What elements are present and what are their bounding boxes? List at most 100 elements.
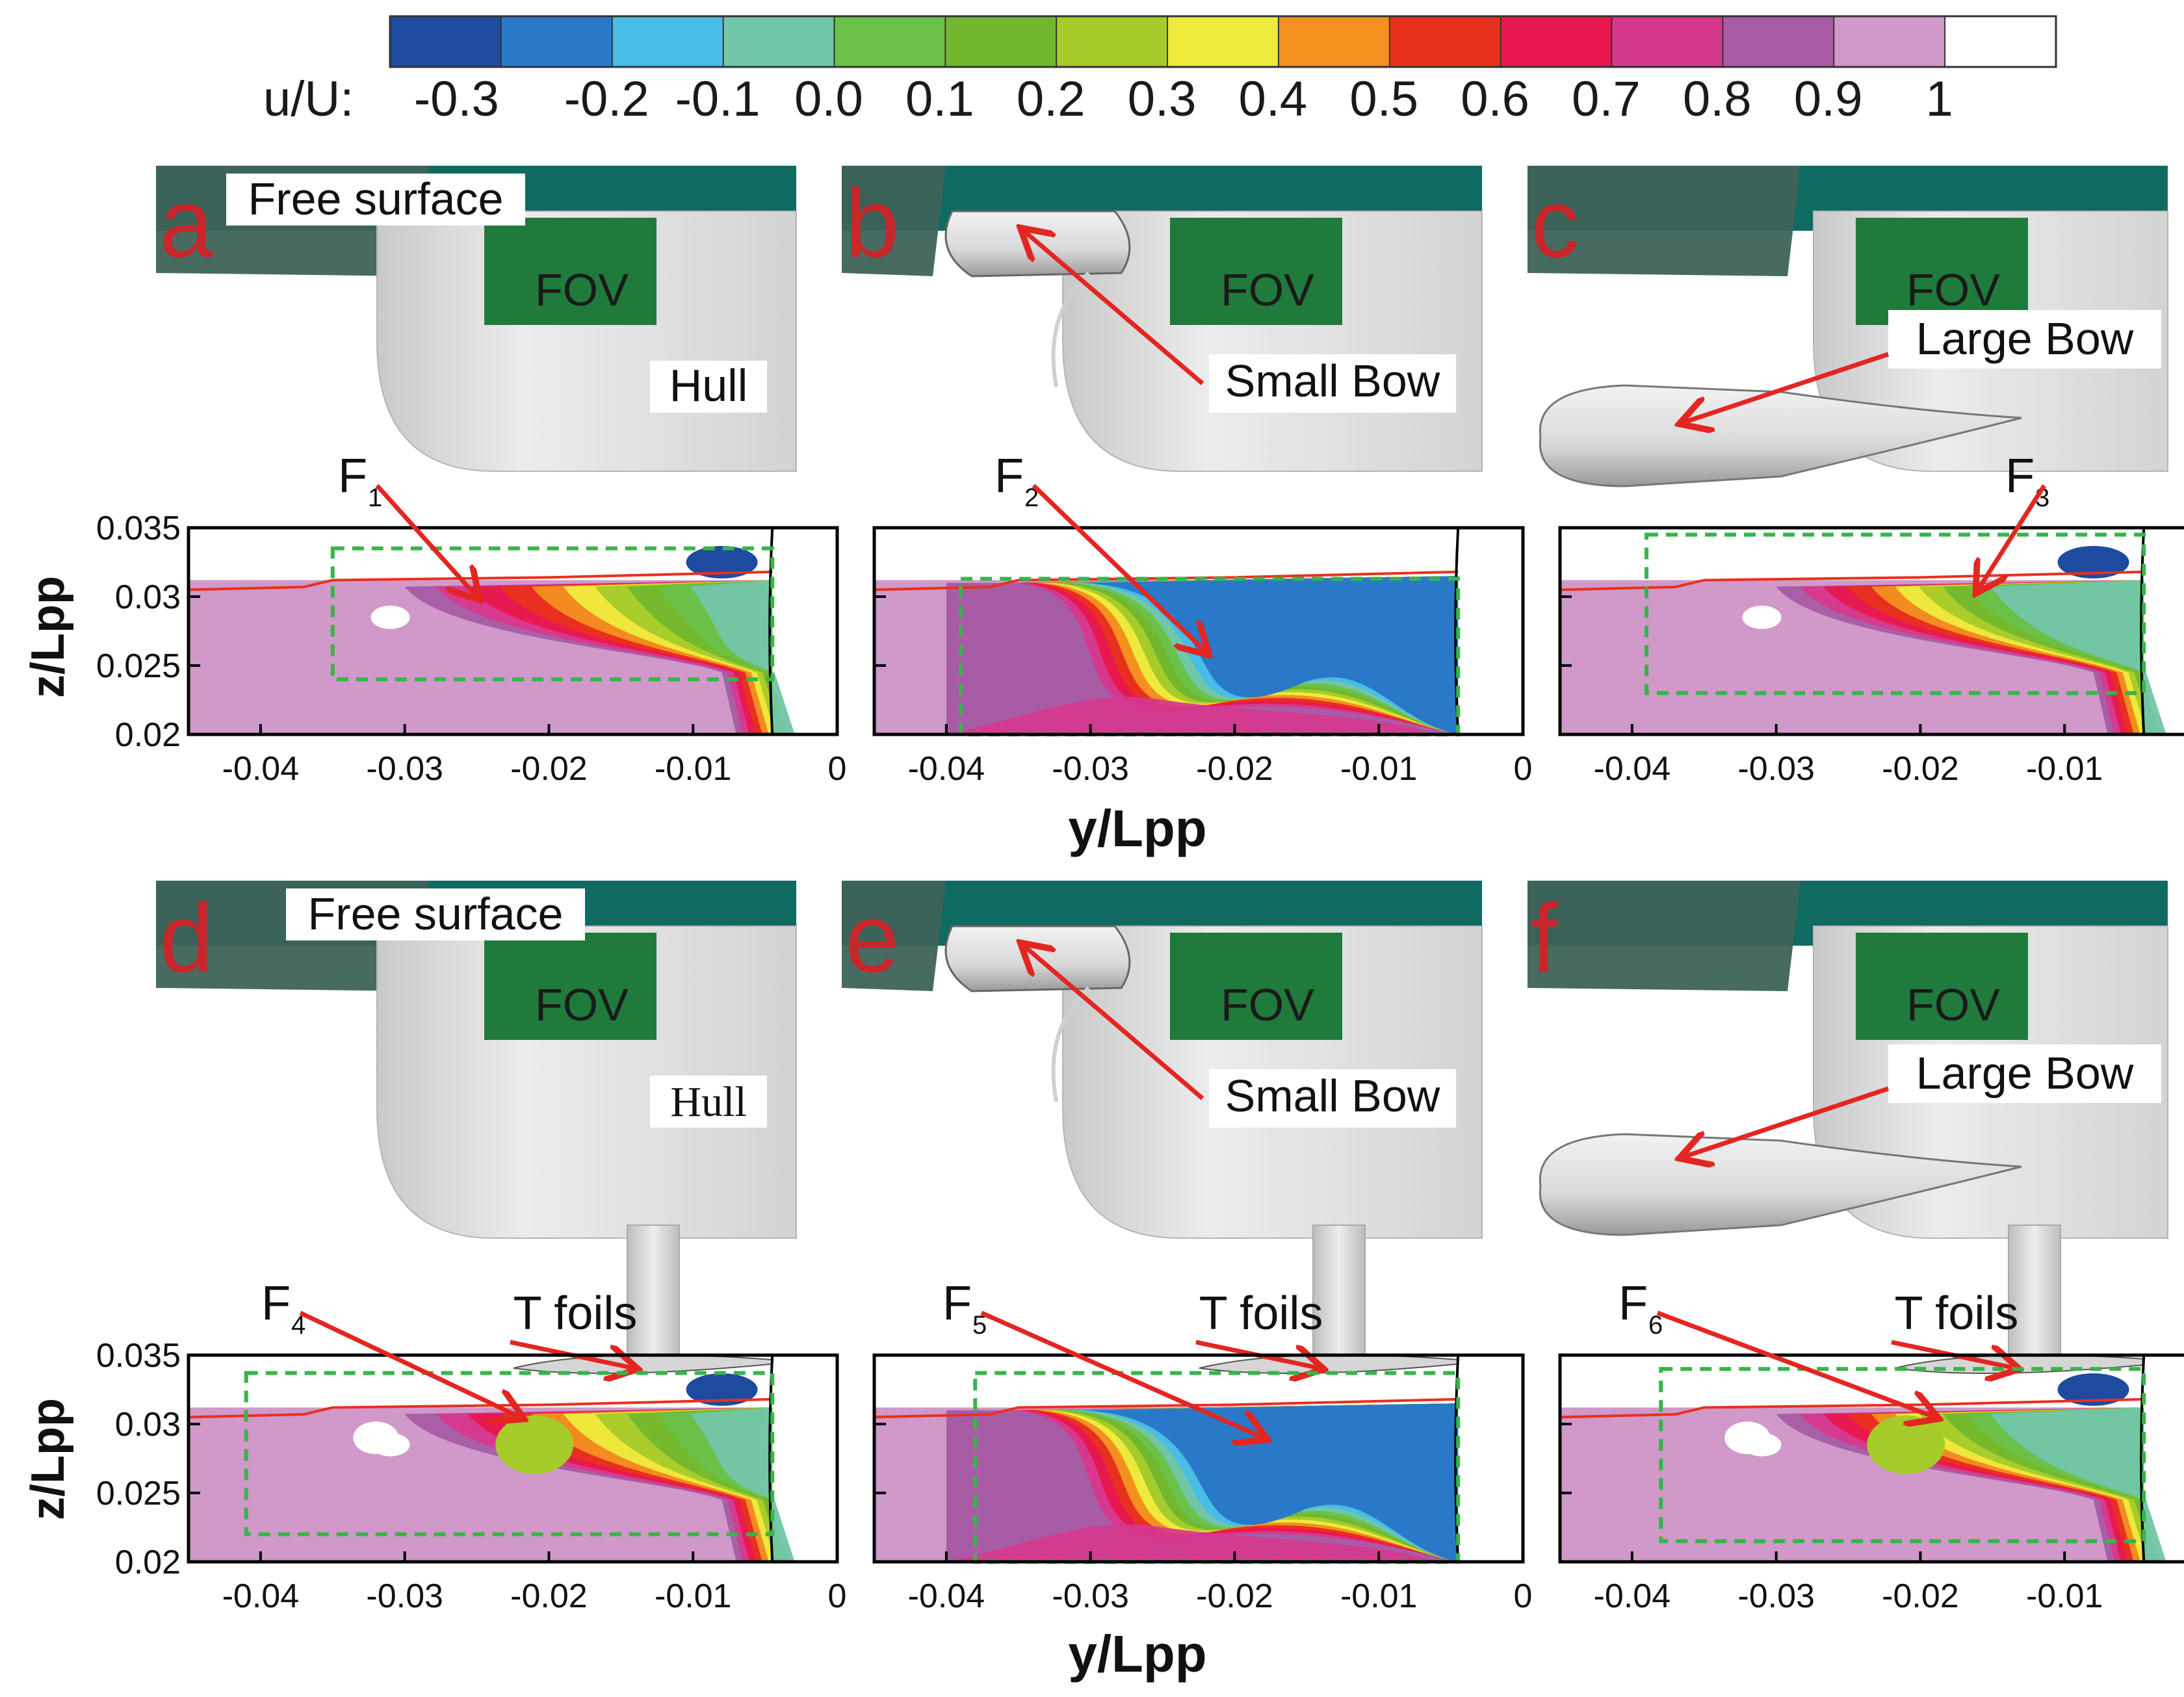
colorbar-swatch: [1056, 16, 1168, 67]
colorbar-tick-label: 0.5: [1349, 71, 1418, 127]
x-tick-label: 0: [1514, 750, 1533, 788]
contour-plot: -0.04 -0.03 -0.02 -0.01 0 0.035 0.03 0.025 0.02: [96, 510, 847, 788]
t-foils-label: T foils: [1895, 1288, 2019, 1340]
colorbar-swatch: [1611, 16, 1723, 67]
plot-frame: [872, 526, 1525, 736]
dashed-region-box: [973, 1371, 1461, 1564]
x-tick-label: -0.02: [1196, 750, 1273, 788]
free-surface-shadow: [1528, 166, 1800, 276]
plot-frame: [1558, 526, 2184, 736]
fov-window: [484, 218, 656, 325]
panel-letter: a: [159, 168, 214, 278]
small-bow-label: Small Bow: [1225, 356, 1440, 406]
dashed-region-box: [1644, 532, 2146, 695]
free-surface-line: [188, 570, 773, 591]
colorbar-tick-label: 0.4: [1239, 71, 1308, 127]
feature-label: F: [261, 1276, 291, 1330]
fov-window: [1856, 933, 2028, 1040]
x-tick-label: 0: [1514, 1577, 1533, 1615]
x-tick-label: -0.01: [2026, 750, 2103, 788]
colorbar-swatch: [1167, 16, 1279, 67]
hull-region: [1458, 528, 1523, 734]
large-bow-arrow: [1684, 352, 1890, 422]
bow-fairing: [1051, 986, 1091, 1102]
large-bow-arrow: [1684, 1086, 1890, 1157]
free-surface-label: Free surface: [248, 174, 504, 224]
colorbar-tick-label: 0.6: [1461, 71, 1529, 127]
y-tick-label: 0.02: [115, 1544, 181, 1581]
foil-strut: [2008, 1224, 2061, 1356]
y-axis-label-top: z/Lpp: [22, 576, 74, 698]
y-tick-label: 0.03: [115, 1406, 181, 1444]
x-tick-label: -0.03: [366, 1577, 443, 1615]
t-foils-label: T foils: [514, 1288, 638, 1340]
x-tick-label: 0: [828, 1577, 847, 1615]
feature-label: F: [994, 448, 1024, 502]
free-surface-line: [874, 1397, 1459, 1419]
x-tick-label: -0.02: [510, 1577, 588, 1615]
colorbar-swatch: [723, 16, 835, 67]
large-bow-shape: [1539, 1133, 2022, 1236]
free-surface-label-bg: [286, 888, 585, 940]
low-velocity-core: [686, 546, 758, 578]
foil-wake-patch: [495, 1415, 574, 1474]
contour-plot: -0.04-0.03-0.02-0.010: [1558, 526, 2184, 788]
colorbar-tick-label: -0.3: [414, 71, 499, 127]
panel-letter: b: [845, 168, 899, 278]
hull-shape: [376, 926, 797, 1239]
contour-level: [1990, 1407, 2166, 1562]
colorbar-swatch: [1945, 16, 2057, 67]
colorbar-tick-label: 0.7: [1572, 71, 1641, 127]
x-tick-label: -0.04: [1594, 1577, 1671, 1615]
colorbar-tick-label: 0.8: [1683, 71, 1752, 127]
hull-wall: [768, 528, 774, 734]
x-tick-label: -0.04: [1594, 750, 1671, 788]
x-tick-label: -0.04: [908, 750, 985, 788]
gap-patch: [370, 1432, 410, 1457]
velocity-field: [1560, 1355, 2184, 1562]
x-tick-label: -0.03: [1052, 750, 1129, 788]
large-bow-shape: [1539, 384, 2022, 487]
panel-letter: d: [159, 883, 213, 992]
panel-f: FOV T foils Large Bow f -0.04 -0.03 -0.02 -0.01…: [1528, 881, 2184, 1615]
feature-label: F: [338, 448, 367, 502]
feature-label: F: [2005, 448, 2034, 502]
colorbar-swatch: [1722, 16, 1834, 67]
hull-label-bg: [650, 1076, 767, 1128]
foil-wing: [513, 1354, 797, 1374]
x-tick-label: -0.01: [655, 1577, 732, 1615]
large-bow-label: Large Bow: [1916, 1048, 2134, 1098]
fov-label: FOV: [1906, 979, 2000, 1030]
colorbar-tick-label: 0.9: [1794, 71, 1863, 127]
gap-patch: [1742, 605, 1782, 629]
large-bow-label-bg: [1888, 310, 2161, 369]
feature-arrow: [299, 1310, 520, 1417]
foil-wing: [1199, 1354, 1483, 1374]
contour-plot: -0.04-0.03-0.02-0.010: [1558, 1353, 2184, 1615]
bow-fairing: [1051, 271, 1091, 387]
plot-frame: [1558, 1353, 2184, 1564]
x-tick-label: -0.03: [366, 750, 443, 788]
x-tick-label: -0.03: [1052, 1577, 1129, 1615]
panel-b: FOV Small Bow b -0.04 -0.03 -0.02 -0.01 0 F 2: [842, 166, 1532, 788]
colorbar-swatch: [834, 16, 946, 67]
colorbar-swatch: [1389, 16, 1502, 67]
free-surface-shadow: [1528, 881, 1800, 991]
panel-letter: c: [1531, 168, 1580, 278]
colorbar-swatch: [500, 16, 613, 67]
fov-window: [484, 933, 656, 1040]
hull-label: Hull: [670, 1078, 746, 1126]
colorbar-tick-label: 0.0: [794, 71, 863, 127]
colorbar-frame: [389, 15, 2057, 68]
x-tick-label: -0.02: [1882, 1577, 1959, 1615]
gap-patch: [370, 605, 410, 629]
free-surface-label: Free surface: [308, 888, 564, 939]
free-surface-line: [188, 1397, 773, 1419]
colorbar-swatch: [1500, 16, 1613, 67]
feature-subscript: 6: [1648, 1311, 1663, 1340]
hull-label: Hull: [670, 360, 748, 411]
plot-frame: [187, 1353, 839, 1564]
